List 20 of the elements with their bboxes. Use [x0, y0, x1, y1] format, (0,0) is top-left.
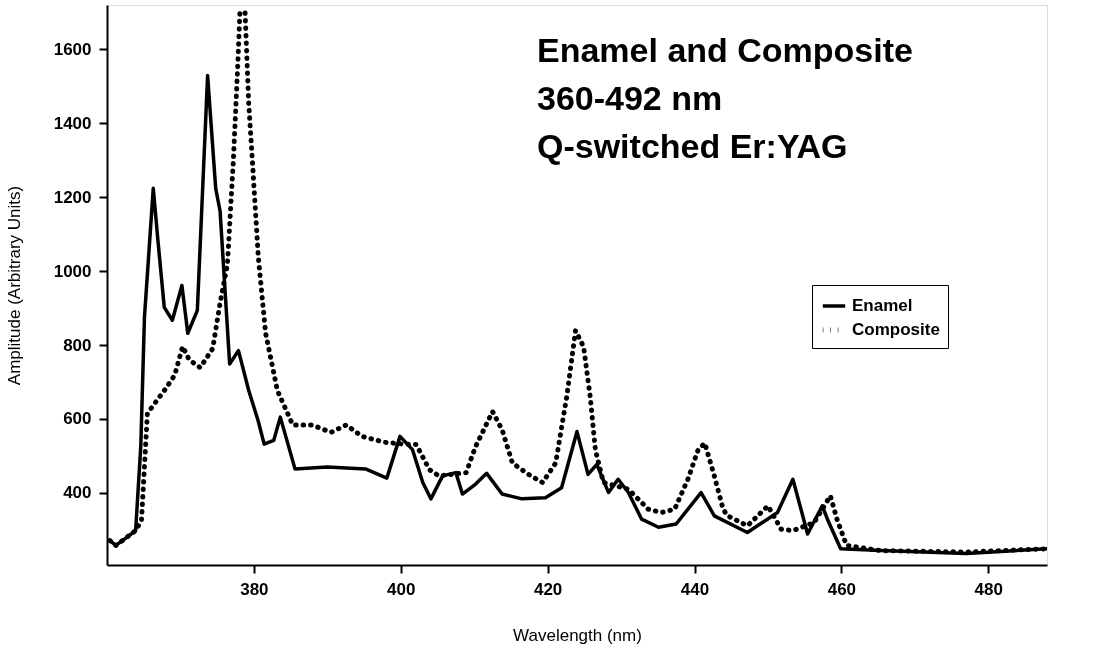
legend-label: Composite — [852, 320, 940, 339]
x-tick-label: 440 — [680, 579, 710, 599]
x-tick-label: 400 — [387, 579, 416, 599]
y-tick-label: 400 — [63, 483, 92, 503]
y-tick-label: 1200 — [53, 187, 92, 207]
y-tick-label: 1000 — [53, 261, 92, 281]
y-tick-label: 600 — [63, 409, 92, 429]
y-tick-label: 1600 — [53, 39, 92, 59]
annotation: Q-switched Er:YAG — [537, 127, 848, 165]
annotation: 360-492 nm — [537, 79, 723, 117]
annotation: Enamel and Composite — [537, 31, 913, 69]
y-tick-label: 1400 — [53, 113, 92, 133]
x-axis-title: Wavelength (nm) — [513, 625, 642, 645]
x-tick-label: 420 — [533, 579, 563, 599]
x-tick-label: 380 — [240, 579, 269, 599]
legend-label: Enamel — [852, 296, 913, 315]
y-tick-label: 800 — [63, 335, 92, 355]
x-tick-label: 460 — [827, 579, 857, 599]
y-axis-title: Amplitude (Arbitrary Units) — [4, 185, 24, 386]
x-tick-label: 480 — [974, 579, 1003, 599]
